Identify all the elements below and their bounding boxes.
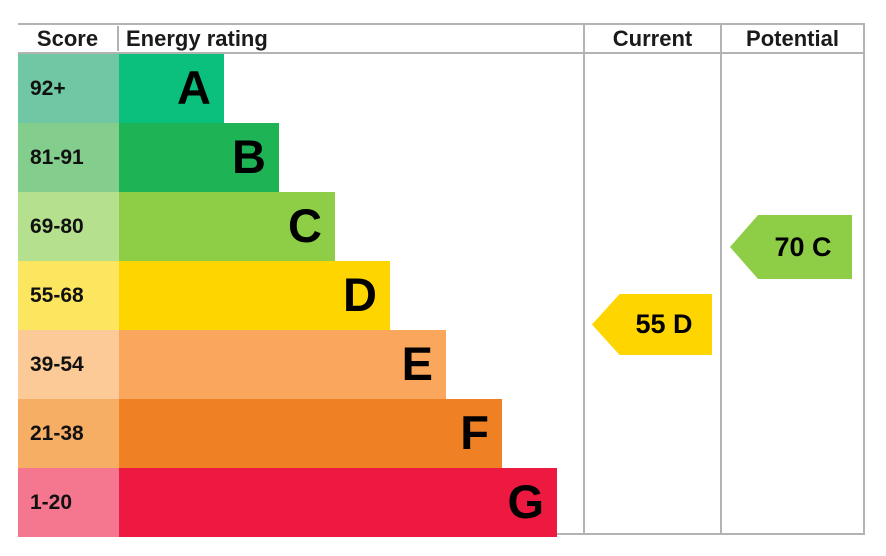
band-score-label: 55-68 <box>30 283 84 307</box>
band-score-cell: 1-20 <box>18 468 119 537</box>
score-header-divider <box>117 26 119 51</box>
table-right-border <box>863 25 865 533</box>
band-bar: G <box>119 468 557 537</box>
band-score-cell: 55-68 <box>18 261 119 330</box>
band-bar: D <box>119 261 390 330</box>
band-row-c: 69-80 C <box>18 192 583 261</box>
band-grade-label: D <box>343 268 377 321</box>
band-row-d: 55-68 D <box>18 261 583 330</box>
potential-column-header: Potential <box>746 26 839 51</box>
band-grade-label: B <box>232 130 266 183</box>
band-score-label: 39-54 <box>30 352 84 376</box>
band-score-cell: 39-54 <box>18 330 119 399</box>
band-score-label: 92+ <box>30 76 66 100</box>
band-score-cell: 92+ <box>18 54 119 123</box>
band-grade-label: A <box>177 61 211 114</box>
potential-column-divider <box>720 25 722 533</box>
band-row-a: 92+ A <box>18 54 583 123</box>
epc-rating-chart: Score Energy rating Current Potential 92… <box>18 23 865 537</box>
band-rows: 92+ A 81-91 B 69-80 C 55-68 D 39-54 E 21… <box>18 54 583 537</box>
current-rating-arrow: 55 D <box>592 294 712 355</box>
band-bar: C <box>119 192 335 261</box>
band-score-cell: 21-38 <box>18 399 119 468</box>
current-rating-label: 55 D <box>635 309 693 339</box>
band-score-label: 81-91 <box>30 145 84 169</box>
current-column-header: Current <box>612 26 693 51</box>
band-bar: F <box>119 399 502 468</box>
potential-rating-label: 70 C <box>774 231 832 262</box>
band-bar: A <box>119 54 224 123</box>
band-row-e: 39-54 E <box>18 330 583 399</box>
score-column-header: Score <box>36 26 99 51</box>
current-column-divider <box>583 25 585 533</box>
table-header: Score Energy rating Current Potential <box>18 25 865 54</box>
band-grade-label: C <box>288 199 322 252</box>
band-bar: B <box>119 123 279 192</box>
band-score-cell: 81-91 <box>18 123 119 192</box>
band-score-cell: 69-80 <box>18 192 119 261</box>
band-score-label: 1-20 <box>30 490 73 514</box>
potential-rating-arrow: 70 C <box>730 215 852 279</box>
band-score-label: 69-80 <box>30 214 84 238</box>
energy-rating-column-header: Energy rating <box>126 26 268 51</box>
band-grade-label: E <box>401 337 433 390</box>
band-grade-label: G <box>507 475 544 528</box>
band-grade-label: F <box>460 406 489 459</box>
band-score-label: 21-38 <box>30 421 84 445</box>
band-row-b: 81-91 B <box>18 123 583 192</box>
band-row-f: 21-38 F <box>18 399 583 468</box>
band-row-g: 1-20 G <box>18 468 583 537</box>
band-bar: E <box>119 330 446 399</box>
